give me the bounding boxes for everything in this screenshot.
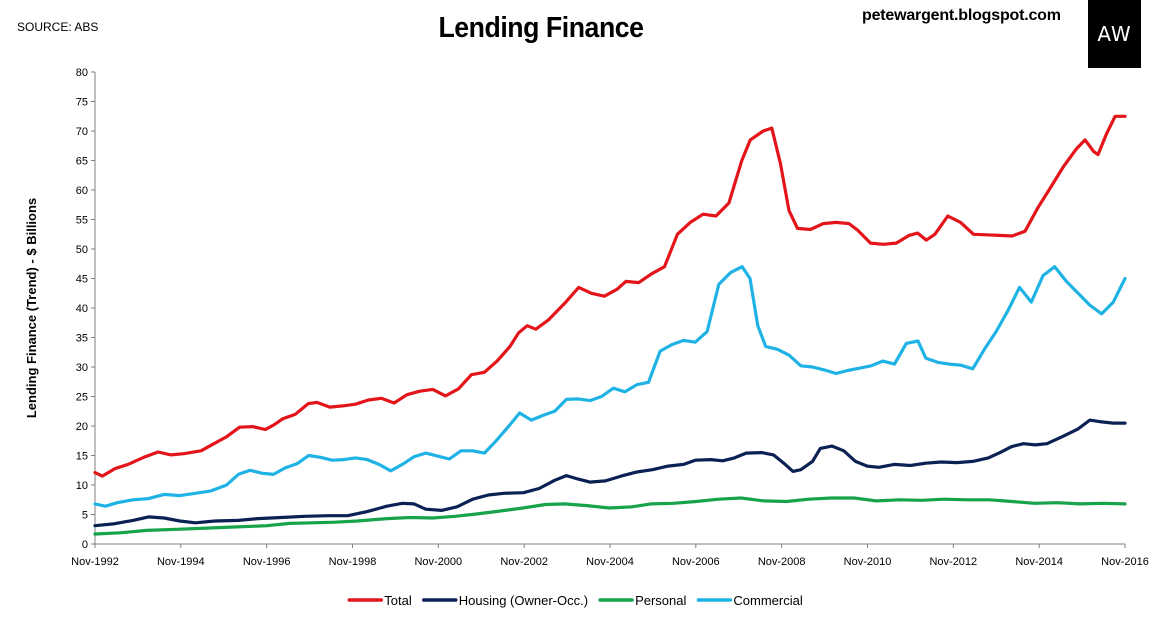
y-tick-label: 5 — [82, 510, 88, 522]
legend-label: Total — [384, 593, 412, 608]
y-tick-label: 75 — [76, 97, 88, 109]
x-tick-label: Nov-2006 — [672, 556, 720, 568]
aw-logo: AW — [1088, 0, 1141, 68]
x-tick-label: Nov-2010 — [844, 556, 892, 568]
y-tick-label: 45 — [76, 274, 88, 286]
series-line-total — [93, 114, 1127, 478]
y-tick-label: 0 — [82, 539, 88, 551]
series-lines — [93, 114, 1127, 536]
y-tick-label: 20 — [76, 421, 88, 433]
legend-label: Commercial — [733, 593, 802, 608]
y-tick-label: 30 — [76, 362, 88, 374]
logo-text: AW — [1097, 22, 1132, 46]
blog-url: petewargent.blogspot.com — [862, 7, 1061, 24]
source-label: SOURCE: ABS — [17, 20, 99, 34]
x-tick-label: Nov-1996 — [243, 556, 291, 568]
series-line-housing-owner-occ — [93, 418, 1127, 528]
series-line-personal — [93, 496, 1127, 536]
y-axis-label: Lending Finance (Trend) - $ Billions — [24, 198, 39, 418]
legend-label: Personal — [635, 593, 686, 608]
y-ticks: 0 5 10 15 20 25 30 35 40 45 50 55 60 65 70 75 80 — [76, 67, 95, 551]
y-tick-label: 50 — [76, 244, 88, 256]
y-tick-label: 70 — [76, 126, 88, 138]
x-tick-label: Nov-1992 — [71, 556, 119, 568]
x-tick-label: Nov-2008 — [758, 556, 806, 568]
y-tick-label: 60 — [76, 185, 88, 197]
y-tick-label: 15 — [76, 451, 88, 463]
x-tick-label: Nov-2004 — [586, 556, 634, 568]
x-tick-label: Nov-1998 — [329, 556, 377, 568]
legend-label: Housing (Owner-Occ.) — [459, 593, 588, 608]
y-tick-label: 10 — [76, 480, 88, 492]
x-ticks: Nov-1992 Nov-1994 Nov-1996 Nov-1998 Nov-2000… — [71, 544, 1149, 568]
x-tick-label: Nov-2014 — [1015, 556, 1063, 568]
x-tick-label: Nov-2002 — [500, 556, 548, 568]
y-tick-label: 65 — [76, 156, 88, 168]
x-tick-label: Nov-2000 — [414, 556, 462, 568]
x-tick-label: Nov-2016 — [1101, 556, 1149, 568]
y-tick-label: 40 — [76, 303, 88, 315]
x-tick-label: Nov-2012 — [929, 556, 977, 568]
y-tick-label: 35 — [76, 333, 88, 345]
x-tick-label: Nov-1994 — [157, 556, 205, 568]
y-tick-label: 80 — [76, 67, 88, 79]
legend: Total Housing (Owner-Occ.) Personal Commerc… — [347, 593, 803, 608]
chart-title: Lending Finance — [438, 12, 644, 44]
y-tick-label: 55 — [76, 215, 88, 227]
axes — [94, 72, 1125, 545]
y-tick-label: 25 — [76, 392, 88, 404]
series-line-commercial — [93, 265, 1127, 508]
y-axis-label-group: Lending Finance (Trend) - $ Billions — [24, 198, 39, 418]
